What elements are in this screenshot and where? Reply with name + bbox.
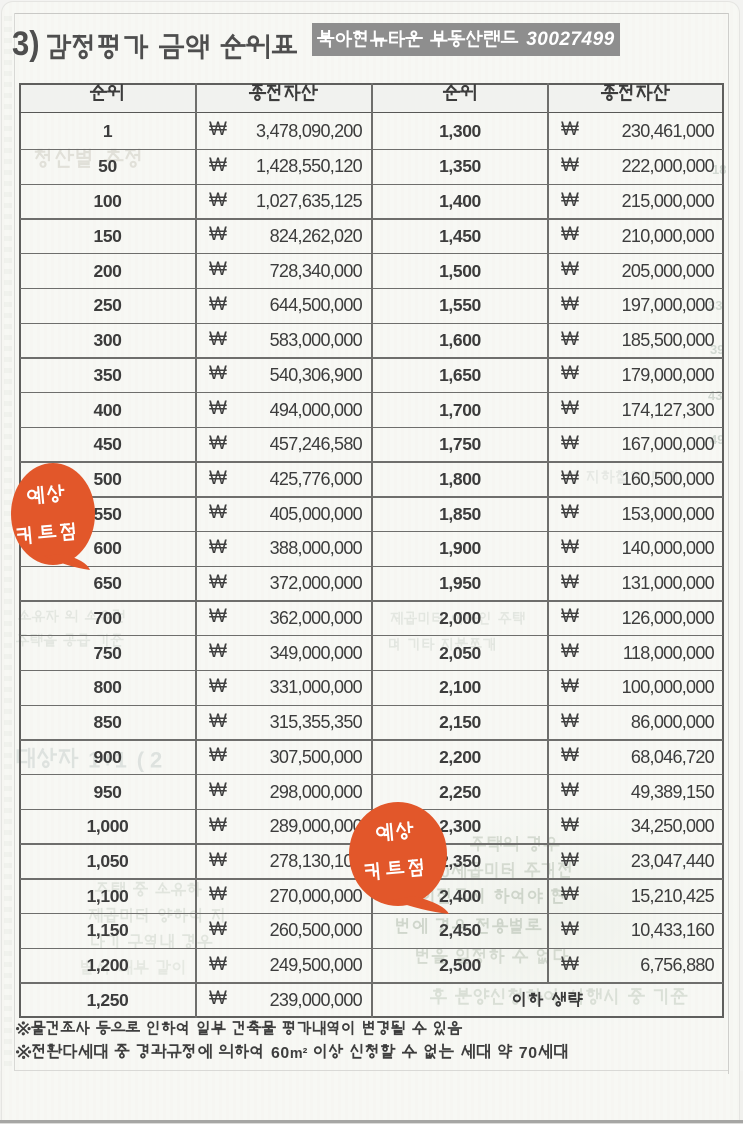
svg-text:7: 7 xyxy=(519,1045,528,1062)
svg-text:+: + xyxy=(101,747,114,772)
svg-text:1: 1 xyxy=(88,747,100,772)
svg-text:1: 1 xyxy=(115,747,127,772)
svg-text:0: 0 xyxy=(440,862,449,881)
svg-text:2: 2 xyxy=(150,747,162,772)
svg-text:6: 6 xyxy=(271,1045,280,1062)
svg-text:m²: m² xyxy=(290,1046,308,1062)
svg-text:0: 0 xyxy=(280,1045,289,1062)
svg-text:0: 0 xyxy=(528,1045,537,1062)
svg-text:(: ( xyxy=(137,747,145,772)
